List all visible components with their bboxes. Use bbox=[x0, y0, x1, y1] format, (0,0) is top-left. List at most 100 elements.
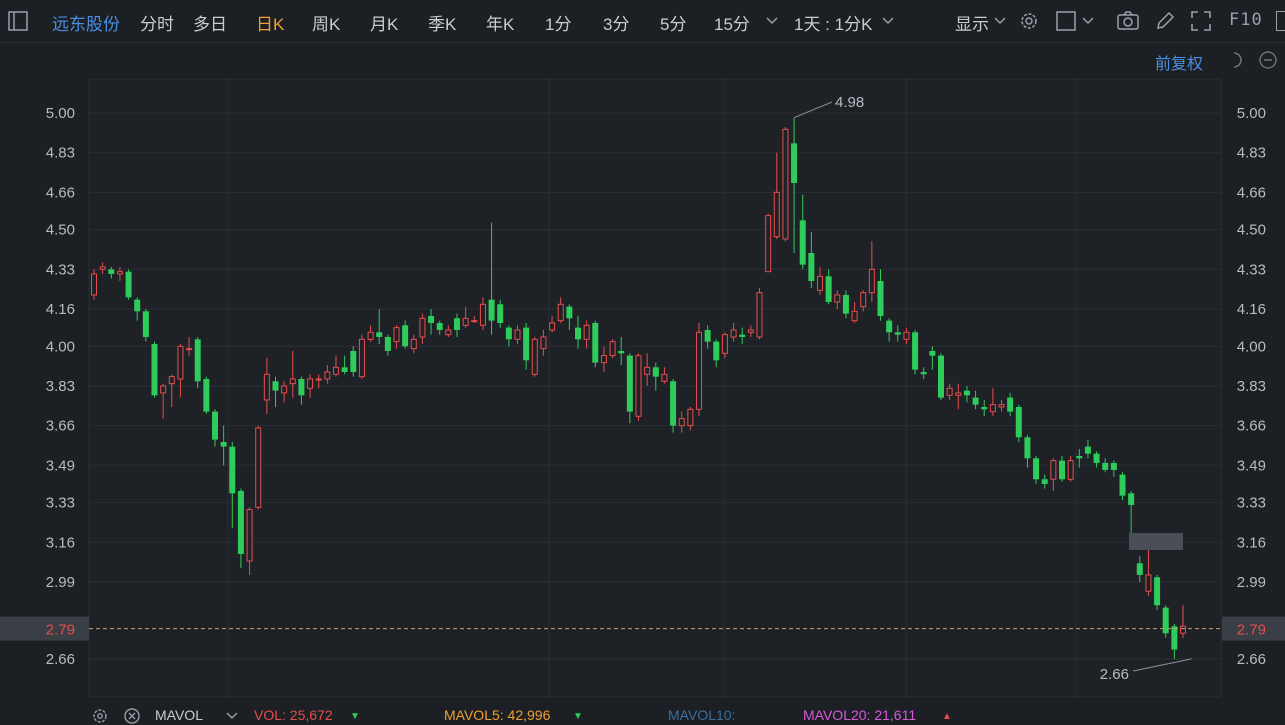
display-menu[interactable]: 显示 bbox=[955, 15, 989, 34]
tab-rik[interactable]: 日K bbox=[256, 15, 285, 34]
candle bbox=[99, 262, 106, 274]
chevron-down-icon[interactable] bbox=[882, 16, 894, 26]
candle-body bbox=[229, 446, 236, 494]
panel-edge-icon[interactable] bbox=[1276, 11, 1285, 31]
y-tick-label: 4.83 bbox=[46, 145, 75, 162]
candle bbox=[989, 388, 996, 417]
candle bbox=[704, 325, 711, 349]
close-icon[interactable] bbox=[1258, 50, 1278, 70]
tab-fenshi[interactable]: 分时 bbox=[140, 15, 174, 34]
candle bbox=[549, 315, 556, 333]
candle-body bbox=[307, 378, 314, 389]
y-tick-label: 2.66 bbox=[46, 651, 75, 668]
candle-body bbox=[333, 366, 339, 375]
candle-body bbox=[531, 338, 538, 375]
chevron-down-icon[interactable] bbox=[766, 16, 778, 26]
tab-jik[interactable]: 季K bbox=[428, 15, 457, 34]
y-tick-label: 3.66 bbox=[1237, 418, 1266, 435]
chevron-down-icon[interactable] bbox=[994, 16, 1006, 26]
interval-select[interactable]: 1天 : 1分K bbox=[794, 15, 873, 34]
candle bbox=[255, 425, 262, 510]
sidebar-toggle-icon[interactable] bbox=[8, 11, 28, 31]
candle bbox=[419, 313, 426, 344]
candle bbox=[1084, 439, 1091, 459]
pencil-icon[interactable] bbox=[1154, 10, 1176, 32]
candle bbox=[1067, 455, 1074, 482]
price-tag-left: 2.79 bbox=[46, 622, 75, 639]
candle-body bbox=[1067, 460, 1074, 480]
candle-body bbox=[1162, 607, 1169, 634]
tab-duori[interactable]: 多日 bbox=[193, 15, 227, 34]
tab-niank[interactable]: 年K bbox=[486, 15, 515, 34]
candle bbox=[678, 411, 685, 433]
max-price-label: 4.98 bbox=[835, 94, 864, 111]
tab-yuek[interactable]: 月K bbox=[370, 15, 399, 34]
y-tick-label: 3.33 bbox=[1237, 495, 1266, 512]
candle bbox=[1128, 490, 1135, 533]
candle bbox=[1093, 451, 1100, 468]
candle bbox=[289, 350, 296, 398]
candle bbox=[557, 297, 564, 323]
candle bbox=[1033, 455, 1040, 484]
camera-icon[interactable] bbox=[1116, 10, 1140, 32]
candle-body bbox=[436, 322, 443, 330]
chevron-down-icon[interactable] bbox=[1082, 16, 1094, 26]
y-axis-left: 5.00 4.83 4.66 4.50 4.33 4.16 4.00 3.83 3.66 3.49… bbox=[46, 105, 75, 668]
tab-zhouk[interactable]: 周K bbox=[312, 15, 341, 34]
candle-body bbox=[367, 331, 374, 340]
y-tick-label: 4.33 bbox=[1237, 261, 1266, 278]
candle-body bbox=[255, 427, 262, 508]
candle bbox=[523, 322, 530, 370]
fullscreen-icon[interactable] bbox=[1190, 10, 1212, 32]
candle bbox=[341, 355, 348, 375]
candlestick-chart[interactable]: 5.00 4.83 4.66 4.50 4.33 4.16 4.00 3.83 3.66 3.49… bbox=[0, 42, 1285, 700]
candle-body bbox=[1041, 479, 1048, 484]
candle-body bbox=[661, 373, 668, 382]
gear-icon[interactable] bbox=[1018, 10, 1040, 32]
tab-5min[interactable]: 5分 bbox=[660, 15, 687, 34]
candle-body bbox=[116, 271, 123, 275]
candle bbox=[436, 320, 443, 335]
tab-15min[interactable]: 15分 bbox=[714, 15, 750, 34]
candle-body bbox=[168, 376, 175, 385]
candle-body bbox=[445, 329, 452, 336]
candles bbox=[91, 117, 1186, 659]
candle bbox=[886, 318, 893, 342]
candle bbox=[1110, 460, 1117, 477]
chevron-down-icon[interactable] bbox=[226, 711, 238, 720]
candle-body bbox=[454, 318, 460, 330]
candle bbox=[488, 222, 495, 335]
candle-body bbox=[1145, 574, 1152, 592]
candle-body bbox=[920, 371, 927, 375]
f10-button[interactable]: F10 bbox=[1229, 10, 1263, 30]
gear-icon[interactable] bbox=[91, 707, 109, 725]
y-tick-label: 4.83 bbox=[1237, 145, 1266, 162]
layout-icon[interactable] bbox=[1056, 11, 1076, 31]
tab-3min[interactable]: 3分 bbox=[603, 15, 630, 34]
stock-name[interactable]: 远东股份 bbox=[52, 15, 120, 34]
candle bbox=[1171, 623, 1178, 659]
candle-body bbox=[739, 334, 746, 337]
candle-body bbox=[428, 315, 435, 323]
candle-body bbox=[315, 378, 322, 381]
candle bbox=[765, 213, 772, 273]
candle-body bbox=[618, 350, 625, 354]
candle bbox=[497, 299, 504, 328]
adjust-select[interactable]: 前复权 bbox=[1155, 56, 1204, 73]
candle-body bbox=[289, 378, 296, 385]
y-tick-label: 5.00 bbox=[46, 105, 75, 122]
candle-body bbox=[998, 404, 1005, 408]
indicator-select[interactable]: MAVOL bbox=[155, 707, 203, 723]
undo-icon[interactable] bbox=[1226, 50, 1246, 70]
candle-body bbox=[393, 327, 400, 343]
candle-body bbox=[747, 329, 754, 333]
candle-body bbox=[1154, 577, 1161, 606]
candle bbox=[445, 325, 452, 337]
candle-body bbox=[471, 320, 478, 323]
close-icon[interactable] bbox=[123, 707, 141, 725]
candle bbox=[825, 269, 832, 305]
candle-body bbox=[886, 320, 893, 333]
candle bbox=[220, 425, 227, 466]
tab-1min[interactable]: 1分 bbox=[545, 15, 572, 34]
candle bbox=[609, 339, 616, 358]
